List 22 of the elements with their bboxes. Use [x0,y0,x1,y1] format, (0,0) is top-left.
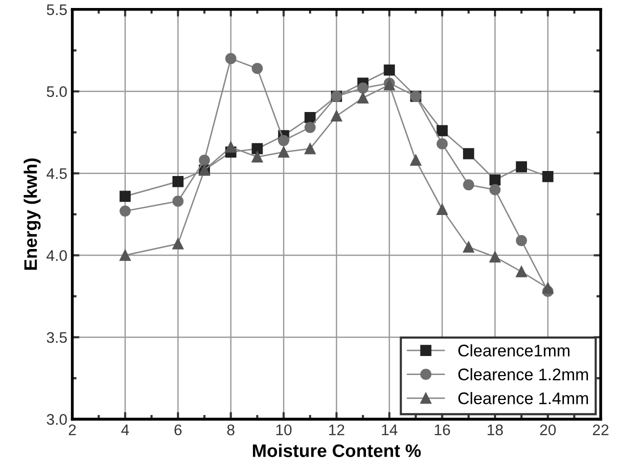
legend-label: Clearence 1.2mm [458,368,588,380]
y-tick-label: 5.5 [46,4,67,16]
y-tick-label: 5.0 [46,86,67,98]
x-tick-label: 6 [174,424,182,436]
x-axis-title: Moisture Content % [252,444,421,458]
legend-label: Clearence 1.4mm [458,392,588,404]
y-tick-label: 3.5 [46,332,67,343]
y-tick-label: 4.5 [46,168,67,180]
x-tick-label: 10 [276,424,292,436]
x-tick-label: 20 [540,424,556,436]
y-tick-label: 3.0 [46,414,67,425]
x-tick-label: 12 [329,424,344,436]
x-tick-label: 22 [592,424,608,436]
x-tick-label: 2 [68,424,76,436]
legend-label: Clearence1mm [458,344,570,356]
x-tick-label: 16 [434,424,450,436]
y-tick-label: 4.0 [46,250,67,261]
x-tick-label: 14 [382,424,398,436]
x-tick-label: 8 [227,424,234,436]
x-tick-label: 18 [488,424,503,436]
x-tick-label: 4 [121,424,129,436]
y-axis-title: Energy (kwh) [24,158,41,270]
